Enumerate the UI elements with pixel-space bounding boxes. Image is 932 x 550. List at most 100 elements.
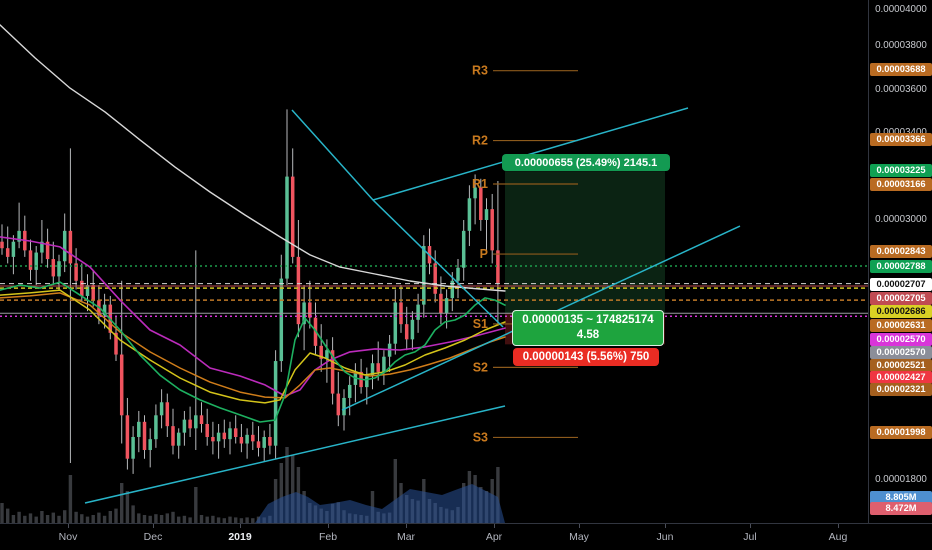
volume-bar bbox=[85, 516, 90, 523]
axis-time-label: May bbox=[569, 531, 589, 543]
volume-bar bbox=[40, 511, 44, 523]
volume-bar bbox=[228, 516, 232, 523]
ma-long-white bbox=[0, 24, 506, 292]
axis-time-label: Aug bbox=[828, 531, 848, 543]
volume-bar bbox=[97, 512, 101, 523]
volume-overlay bbox=[255, 484, 505, 523]
range-label-line1: 0.00000135 ~ 174825174 bbox=[522, 314, 654, 326]
axis-price-label: 0.00002427 bbox=[870, 371, 932, 384]
axis-price-label: 0.00002843 bbox=[870, 245, 932, 258]
candle-body bbox=[188, 419, 192, 429]
candle-body bbox=[91, 285, 95, 301]
time-axis[interactable]: Nov Dec 2019 Feb Mar Apr May Jun Jul Aug bbox=[0, 523, 932, 550]
volume-bar bbox=[216, 517, 221, 523]
axis-price-label: 0.00002570 bbox=[870, 333, 932, 346]
volume-bar bbox=[57, 515, 61, 523]
axis-price-label: 0.00002705 bbox=[870, 292, 932, 305]
axis-time-tick bbox=[750, 524, 751, 528]
candle-body bbox=[211, 437, 215, 442]
volume-bar bbox=[245, 517, 249, 523]
axis-time-label: Mar bbox=[396, 531, 416, 543]
price-levels[interactable] bbox=[0, 265, 868, 318]
target-box-up bbox=[505, 171, 665, 314]
volume-bar bbox=[68, 475, 73, 523]
candle-body bbox=[57, 261, 61, 277]
volume-bar bbox=[234, 517, 238, 523]
measurement-label-up[interactable]: 0.00000655 (25.49%) 2145.1 bbox=[502, 154, 670, 171]
candle-body bbox=[171, 426, 175, 446]
candle-body bbox=[347, 384, 352, 398]
pivot-label-S3: S3 bbox=[473, 430, 488, 444]
axis-price-label: 0.00002788 bbox=[870, 260, 932, 273]
price-chart-canvas[interactable]: R3 R2 R1 P S1 S2 S3 bbox=[0, 0, 868, 523]
volume-bar bbox=[222, 518, 226, 523]
pivot-label-R2: R2 bbox=[472, 134, 488, 148]
axis-time-label: Apr bbox=[485, 531, 503, 543]
candle-body bbox=[325, 350, 329, 359]
measurement-label-down[interactable]: 0.00000143 (5.56%) 750 bbox=[513, 348, 659, 366]
volume-bar bbox=[6, 508, 10, 523]
volume-bar bbox=[0, 503, 4, 523]
candle-body bbox=[268, 437, 272, 446]
axis-time-tick bbox=[406, 524, 407, 528]
candle-body bbox=[176, 432, 181, 446]
candle-body bbox=[137, 421, 141, 437]
candle-body bbox=[342, 397, 346, 416]
axis-time-label: Dec bbox=[143, 531, 163, 543]
candle-body bbox=[17, 230, 21, 242]
measurement-label-range[interactable]: 0.00000135 ~ 174825174 4.58 bbox=[512, 310, 664, 346]
volume-bar bbox=[137, 513, 141, 523]
pivot-label-R3: R3 bbox=[472, 64, 488, 78]
rising-support-low bbox=[84, 405, 506, 504]
candle-body bbox=[393, 302, 398, 344]
axis-price-label: 0.00002631 bbox=[870, 319, 932, 332]
candle-body bbox=[194, 415, 198, 429]
candle-body bbox=[228, 428, 232, 440]
candles bbox=[0, 109, 500, 474]
axis-time-label: Jul bbox=[743, 531, 757, 543]
axis-price-tick: 0.00001800 bbox=[875, 474, 927, 485]
candle-body bbox=[119, 354, 124, 416]
volume-bar bbox=[17, 511, 21, 523]
volume-bar bbox=[142, 515, 147, 523]
ma-yellow bbox=[0, 289, 506, 404]
volume-bar bbox=[131, 505, 135, 523]
axis-price-tick: 0.00003400 bbox=[869, 127, 932, 138]
ma-orange bbox=[0, 292, 506, 399]
candle-body bbox=[159, 402, 164, 416]
candle-body bbox=[262, 437, 266, 448]
volume-bar bbox=[285, 447, 289, 523]
candle-body bbox=[205, 423, 209, 437]
volume-bar bbox=[108, 511, 112, 523]
candle-body bbox=[365, 376, 369, 388]
candle-body bbox=[467, 198, 472, 231]
axis-price-label: 0.00003225 bbox=[870, 164, 932, 177]
candle-body bbox=[456, 267, 460, 281]
volume-bar bbox=[11, 515, 16, 523]
candle-body bbox=[40, 241, 44, 253]
axis-time-label: Feb bbox=[318, 531, 338, 543]
volume-bar bbox=[114, 508, 118, 523]
candle-body bbox=[336, 393, 341, 416]
volume-bar bbox=[291, 455, 295, 523]
axis-price-label: 0.00002570 bbox=[870, 346, 932, 359]
volume-bar bbox=[205, 516, 209, 523]
axis-time-tick bbox=[579, 524, 580, 528]
axis-price-label: 0.00003166 bbox=[870, 178, 932, 191]
candle-body bbox=[473, 187, 477, 199]
volume-bar bbox=[74, 511, 78, 523]
candle-body bbox=[450, 280, 455, 299]
volume-bar bbox=[279, 463, 283, 523]
axis-price-label: 0.00002707 bbox=[870, 278, 932, 291]
axis-price-label: 0.00002686 bbox=[870, 305, 932, 318]
candle-body bbox=[74, 263, 78, 281]
price-axis[interactable]: 0.00004000 0.00003800 0.00003600 0.00003400… bbox=[868, 0, 932, 523]
candle-body bbox=[148, 439, 152, 451]
candle-body bbox=[416, 304, 420, 320]
volume-bar bbox=[154, 514, 158, 523]
volume-bar bbox=[194, 487, 198, 523]
candle-body bbox=[370, 363, 375, 377]
pivot-label-S1: S1 bbox=[473, 317, 488, 331]
candle-body bbox=[251, 434, 255, 442]
candle-body bbox=[319, 345, 323, 359]
